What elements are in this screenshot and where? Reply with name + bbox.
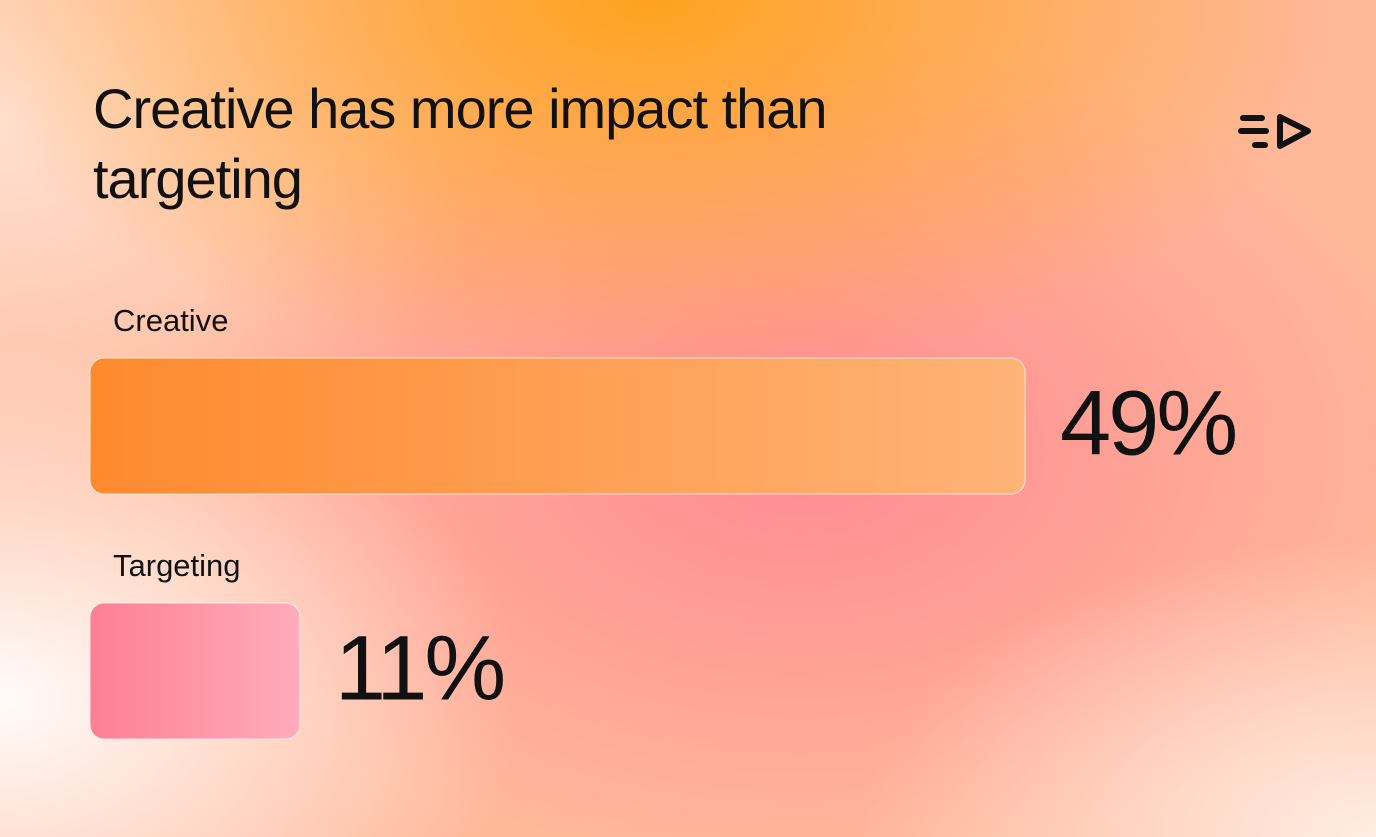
bar-sheen <box>90 603 300 739</box>
category-label: Creative <box>113 303 228 338</box>
value-label: 49% <box>1060 372 1235 474</box>
category-label: Targeting <box>113 548 241 583</box>
logo <box>1238 114 1311 149</box>
bar-sheen <box>90 358 1025 494</box>
value-label: 11% <box>335 617 504 719</box>
chart-title: Creative has more impact than targeting <box>93 77 828 210</box>
